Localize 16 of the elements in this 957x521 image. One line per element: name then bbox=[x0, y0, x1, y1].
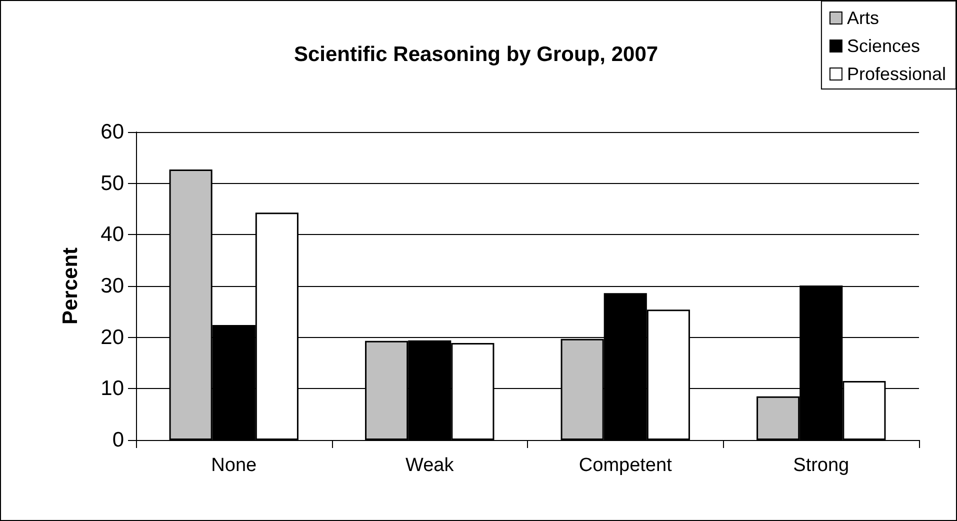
x-tick-label: Weak bbox=[406, 455, 454, 476]
y-tick-label: 20 bbox=[100, 326, 124, 349]
y-tick-label: 40 bbox=[100, 223, 124, 246]
y-tick-label: 60 bbox=[100, 120, 124, 144]
x-tick-label: Strong bbox=[793, 455, 850, 476]
y-tick-label: 10 bbox=[100, 377, 124, 400]
legend-label: Professional bbox=[846, 64, 946, 84]
y-tick-label: 50 bbox=[100, 172, 124, 195]
y-axis-title: Percent bbox=[59, 247, 82, 325]
x-tick-label: Competent bbox=[578, 455, 673, 476]
y-tick-label: 0 bbox=[112, 428, 124, 452]
legend-label: Arts bbox=[846, 8, 879, 28]
x-tick-label: None bbox=[211, 455, 257, 476]
chart-title: Scientific Reasoning by Group, 2007 bbox=[294, 43, 658, 66]
legend-label: Sciences bbox=[846, 36, 920, 56]
y-tick-label: 30 bbox=[100, 274, 124, 298]
